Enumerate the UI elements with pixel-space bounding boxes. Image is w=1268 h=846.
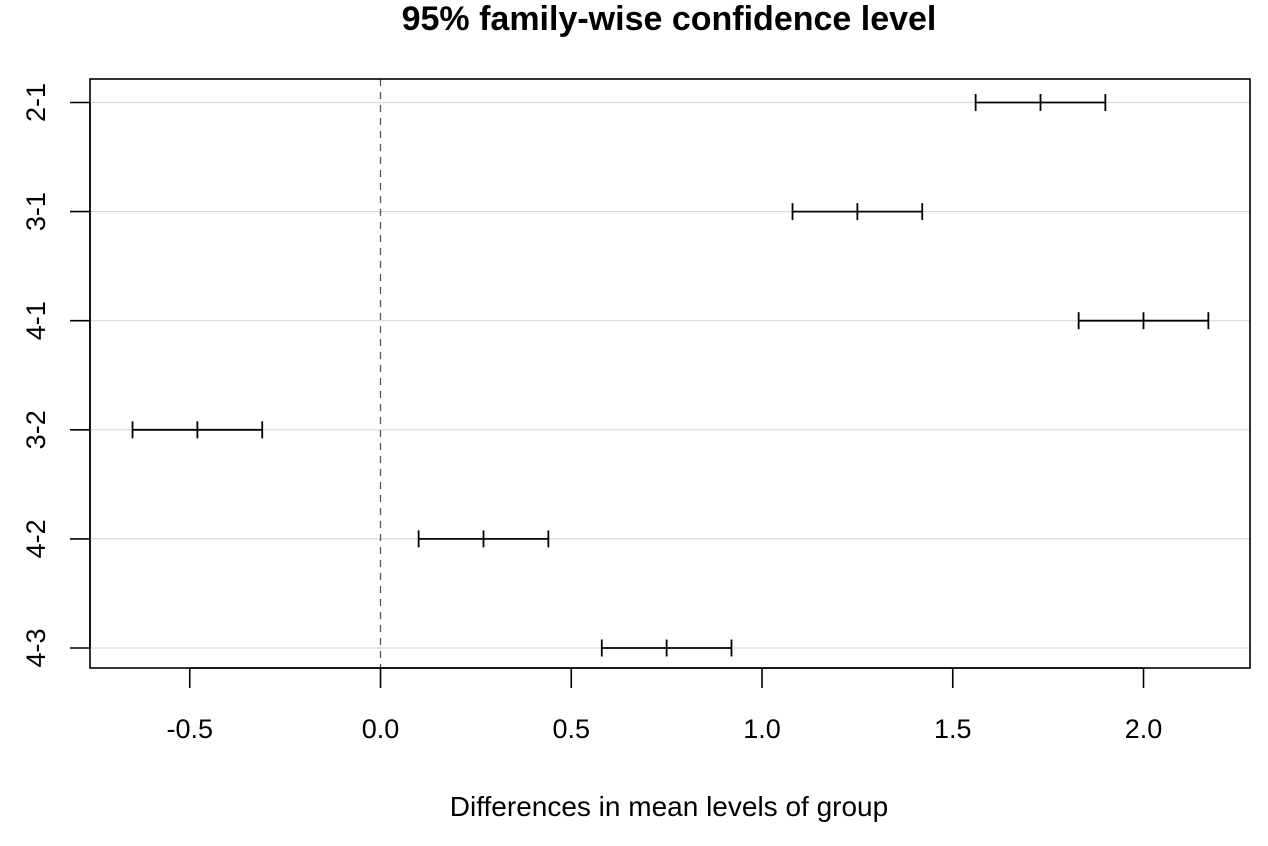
x-axis-title: Differences in mean levels of group bbox=[450, 791, 888, 822]
interval-3-1 bbox=[791, 203, 924, 221]
x-tick-label: 2.0 bbox=[1125, 714, 1163, 744]
x-axis: -0.5 0.0 0.5 1.0 1.5 2.0 bbox=[166, 667, 1163, 744]
interval-3-2 bbox=[131, 421, 264, 439]
y-tick-label: 4-2 bbox=[21, 519, 51, 558]
y-axis: 2-1 3-1 4-1 3-2 4-2 4-3 bbox=[21, 83, 91, 668]
grid-lines bbox=[90, 101, 1250, 649]
interval-4-2 bbox=[417, 530, 550, 548]
x-tick-label: 1.0 bbox=[743, 714, 781, 744]
x-tick-label: 0.0 bbox=[362, 714, 400, 744]
y-tick-label: 4-3 bbox=[21, 628, 51, 667]
y-tick-label: 2-1 bbox=[21, 83, 51, 122]
x-tick-label: -0.5 bbox=[166, 714, 213, 744]
y-tick-label: 3-2 bbox=[21, 410, 51, 449]
x-tick-label: 1.5 bbox=[934, 714, 972, 744]
chart-title: 95% family-wise confidence level bbox=[402, 0, 937, 38]
y-tick-label: 3-1 bbox=[21, 192, 51, 231]
confidence-intervals bbox=[131, 94, 1210, 657]
y-tick-label: 4-1 bbox=[21, 301, 51, 340]
interval-2-1 bbox=[974, 94, 1107, 111]
plot-frame bbox=[89, 78, 1251, 669]
interval-4-3 bbox=[600, 639, 733, 657]
interval-4-1 bbox=[1077, 312, 1210, 330]
x-tick-label: 0.5 bbox=[552, 714, 590, 744]
